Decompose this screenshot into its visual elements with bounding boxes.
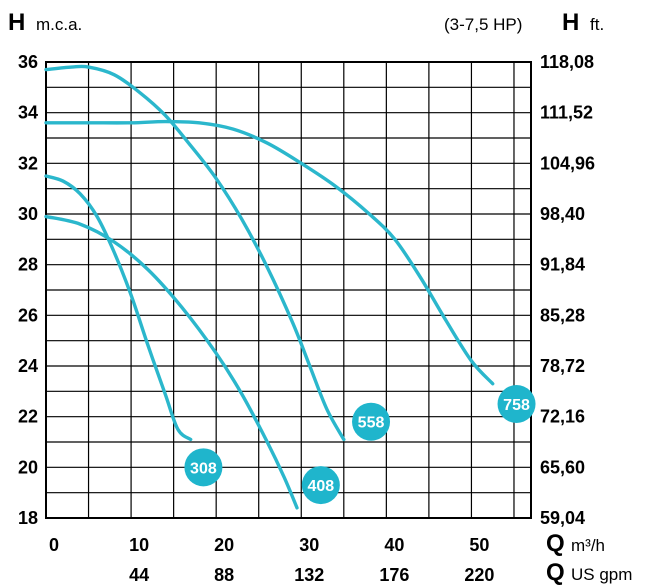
right-axis-symbol: H — [562, 9, 579, 36]
performance-curves: 308 408 558 758 — [44, 64, 536, 510]
curve-label-308: 308 — [190, 460, 217, 477]
x-tick-label-gpm: 132 — [294, 565, 324, 585]
curve-badge-408 — [301, 466, 340, 505]
x-tick-label-gpm: 44 — [129, 565, 149, 585]
left-axis-unit: m.c.a. — [36, 15, 82, 34]
y-tick-label-left: 28 — [18, 255, 38, 275]
y-tick-label-left: 18 — [18, 508, 38, 528]
x-tick-label-m3h: 10 — [129, 535, 149, 555]
axis-ticks: 18 59,04 20 65,60 22 72,16 24 78,72 26 85,28 28 91,… — [18, 52, 595, 585]
y-tick-label-left: 26 — [18, 305, 38, 325]
chart-grid — [45, 61, 532, 519]
curve-558 — [44, 64, 346, 442]
y-tick-label-left: 22 — [18, 407, 38, 427]
y-tick-label-right: 104,96 — [540, 153, 595, 173]
y-tick-label-right: 72,16 — [540, 407, 585, 427]
y-tick-label-right: 59,04 — [540, 508, 585, 528]
curve-label-558: 558 — [358, 415, 385, 432]
y-tick-label-right: 98,40 — [540, 204, 585, 224]
y-tick-label-left: 30 — [18, 204, 38, 224]
x-tick-label-m3h: 20 — [214, 535, 234, 555]
x-tick-label-m3h: 0 — [49, 535, 59, 555]
flow-m3h-symbol: Q — [546, 530, 565, 557]
left-axis-symbol: H — [8, 9, 25, 36]
x-tick-label-gpm: 220 — [464, 565, 494, 585]
y-tick-label-left: 36 — [18, 52, 38, 72]
x-tick-label-m3h: 50 — [469, 535, 489, 555]
curve-label-758: 758 — [503, 397, 530, 414]
curve-758 — [44, 119, 495, 386]
flow-gpm-unit: US gpm — [571, 565, 632, 584]
y-tick-label-left: 24 — [18, 356, 38, 376]
curve-badge-558 — [352, 402, 391, 441]
y-tick-label-right: 65,60 — [540, 457, 585, 477]
y-tick-label-left: 34 — [18, 103, 38, 123]
y-tick-label-right: 78,72 — [540, 356, 585, 376]
y-tick-label-right: 118,08 — [540, 52, 594, 72]
curve-badge-758 — [497, 385, 536, 423]
curve-label-408: 408 — [307, 478, 334, 495]
y-tick-label-right: 85,28 — [540, 305, 585, 325]
curve-badge-308 — [184, 448, 223, 487]
flow-m3h-unit: m³/h — [571, 536, 605, 555]
curve-308 — [44, 174, 193, 442]
curve-408 — [44, 214, 299, 510]
y-tick-label-left: 32 — [18, 153, 38, 173]
x-tick-label-m3h: 40 — [384, 535, 404, 555]
right-axis-unit: ft. — [590, 15, 604, 34]
x-tick-label-gpm: 88 — [214, 565, 234, 585]
flow-gpm-symbol: Q — [546, 559, 565, 585]
x-tick-label-gpm: 176 — [379, 565, 409, 585]
y-tick-label-left: 20 — [18, 457, 38, 477]
power-range: (3-7,5 HP) — [444, 15, 522, 34]
plot-frame — [45, 61, 532, 519]
y-tick-label-right: 91,84 — [540, 255, 585, 275]
y-tick-label-right: 111,52 — [540, 103, 593, 123]
x-tick-label-m3h: 30 — [299, 535, 319, 555]
